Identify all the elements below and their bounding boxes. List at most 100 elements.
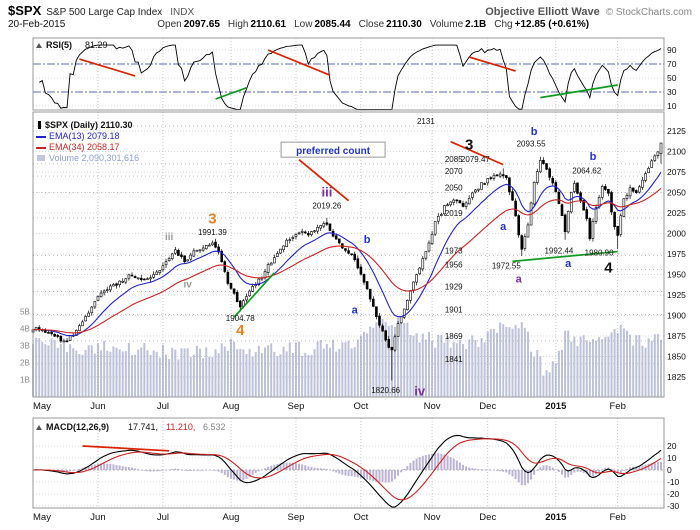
month-label: Oct — [354, 401, 369, 412]
price-axis-tick: 1825 — [667, 372, 686, 382]
month-label: Oct — [354, 512, 369, 523]
rsi-value: 81.29 — [85, 40, 108, 50]
month-label: Dec — [479, 512, 496, 523]
macd-axis-tick: -20 — [667, 489, 680, 499]
quote-volume: Volume 2.1B — [430, 19, 486, 30]
x-axis-main: May Jun Jul Aug Sep Oct Nov Dec 2015 Feb — [33, 401, 626, 412]
month-label: 2015 — [545, 401, 567, 412]
macd-axis-tick: 10 — [667, 453, 677, 463]
macd-panel: MACD(12,26,9) 17.741, 11.210, 6.532 20 10 0 -10… — [32, 417, 680, 511]
month-label: Feb — [610, 401, 626, 412]
price-axis-tick: 1900 — [667, 311, 686, 321]
pivot-label: 2070 — [445, 167, 463, 176]
price-axis-tick: 2025 — [667, 208, 686, 218]
chart-date: 20-Feb-2015 — [8, 19, 66, 30]
ew-annotation: 2019.26 — [312, 202, 341, 211]
macd-trendline — [82, 445, 170, 452]
volume-axis-tick: 5B — [20, 308, 30, 317]
ew-annotation: 4 — [236, 322, 245, 339]
macd-axis-tick: 20 — [667, 441, 677, 451]
ew-annotation: b — [364, 234, 371, 246]
price-axis-tick: 2075 — [667, 167, 686, 177]
volume-axis-tick: 4B — [20, 325, 30, 334]
month-label: Jun — [90, 512, 105, 523]
macd-histogram — [32, 453, 662, 486]
pivot-label: 2050 — [445, 184, 463, 193]
month-label: Sep — [288, 512, 305, 523]
month-label: Jun — [90, 401, 105, 412]
macd-collapse-icon — [36, 425, 42, 430]
ew-annotation: iv — [414, 384, 426, 399]
macd-axis-tick: -30 — [667, 501, 680, 511]
price-trendline — [298, 159, 350, 202]
macd-line — [32, 434, 662, 508]
quote-high-value: 2110.61 — [250, 19, 287, 30]
volume-axis-tick: 3B — [20, 342, 30, 351]
quote-close-label: Close — [358, 19, 385, 30]
ew-annotation: 3 — [465, 137, 473, 154]
rsi-label: RSI(5) — [46, 40, 72, 50]
ew-annotation: iii — [321, 184, 332, 199]
macd-hist-value: 6.532 — [203, 422, 226, 432]
ew-annotation: 2079.47 — [461, 155, 490, 164]
month-label: Nov — [424, 512, 441, 523]
pivot-label: 2085 — [445, 155, 463, 164]
ew-annotation: iii — [165, 232, 174, 243]
quote-close-value: 2110.30 — [386, 19, 422, 30]
macd-axis-tick: -10 — [667, 477, 680, 487]
pivot-label: 1973 — [445, 247, 463, 256]
price-legend-title: $SPX (Daily) 2110.30 — [45, 120, 133, 130]
rsi-panel: RSI(5) 81.29 90 70 50 30 10 — [32, 37, 677, 111]
rsi-axis-tick: 10 — [667, 101, 677, 111]
rsi-trendline — [540, 84, 618, 99]
ew-annotation: 2064.62 — [572, 166, 601, 175]
header-quote-row: 20-Feb-2015 Open 2097.65 High 2110.61 Low 2… — [8, 19, 692, 30]
preferred-count-label: preferred count — [296, 146, 371, 157]
ema34-line — [32, 187, 662, 334]
ew-annotation: a — [516, 273, 523, 285]
month-label: Jul — [157, 512, 169, 523]
ew-annotation: 1820.66 — [371, 386, 400, 395]
rsi-line — [38, 44, 662, 111]
chart-header: $SPX S&P 500 Large Cap Index INDX Object… — [0, 0, 700, 30]
quote-open-label: Open — [157, 19, 182, 30]
quote-close: Close 2110.30 — [359, 19, 422, 30]
quote-line: Open 2097.65 High 2110.61 Low 2085.44 Close… — [157, 19, 589, 30]
ew-annotation: a — [565, 258, 572, 270]
macd-signal-line — [33, 438, 662, 501]
ew-annotation: b — [531, 126, 538, 138]
price-candles — [31, 142, 663, 381]
x-axis-macd: May Jun Jul Aug Sep Oct Nov Dec 2015 Feb — [33, 512, 626, 523]
volume-swatch — [37, 155, 45, 161]
price-axis-tick: 1925 — [667, 290, 686, 300]
quote-high: High 2110.61 — [228, 19, 286, 30]
price-axis-tick: 2100 — [667, 147, 686, 157]
month-label: Nov — [424, 401, 441, 412]
ema13-legend: EMA(13) 2079.18 — [49, 131, 120, 141]
volume-legend: Volume 2,090,301,616 — [49, 153, 139, 163]
month-label: Feb — [610, 512, 626, 523]
ew-annotation: a — [500, 221, 507, 233]
pivot-label: 1901 — [445, 306, 463, 315]
analyst-brand: Objective Elliott Wave — [485, 6, 600, 18]
month-label: May — [33, 512, 51, 523]
price-axis-tick: 1950 — [667, 270, 686, 280]
rsi-axis-tick: 70 — [667, 59, 677, 69]
ew-annotation: 1972.55 — [492, 261, 521, 270]
ew-annotation: b — [590, 151, 597, 163]
quote-volume-label: Volume — [429, 19, 464, 30]
symbol: $SPX — [8, 3, 42, 18]
rsi-axis-tick: 90 — [667, 45, 677, 55]
volume-axis-tick: 2B — [20, 359, 30, 368]
quote-volume-value: 2.1B — [465, 19, 487, 30]
price-axis-tick: 1975 — [667, 249, 686, 259]
month-label: Aug — [223, 512, 240, 523]
ew-annotation: iv — [184, 279, 193, 290]
ew-annotation: 4 — [604, 260, 613, 277]
month-label: Jul — [157, 401, 169, 412]
month-label: Aug — [223, 401, 240, 412]
ema13-line — [32, 171, 662, 337]
quote-chg-label: Chg — [494, 19, 513, 30]
header-title-row: $SPX S&P 500 Large Cap Index INDX Object… — [8, 3, 692, 18]
